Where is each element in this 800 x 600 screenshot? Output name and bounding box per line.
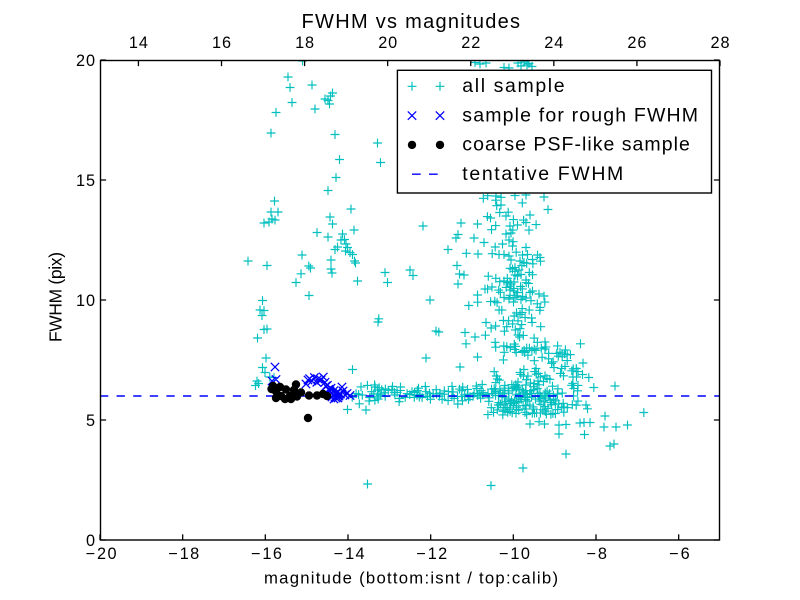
svg-text:tentative FWHM: tentative FWHM xyxy=(462,163,623,185)
svg-text:FWHM vs magnitudes: FWHM vs magnitudes xyxy=(302,11,521,33)
svg-text:24: 24 xyxy=(544,34,563,52)
svg-text:28: 28 xyxy=(711,34,730,52)
svg-text:−: − xyxy=(333,545,343,563)
svg-text:8: 8 xyxy=(598,545,607,563)
svg-text:5: 5 xyxy=(86,412,95,430)
svg-text:magnitude (bottom:isnt / top:c: magnitude (bottom:isnt / top:calib) xyxy=(264,568,558,587)
svg-text:−: − xyxy=(669,545,679,563)
svg-text:−: − xyxy=(168,545,178,563)
svg-text:22: 22 xyxy=(461,34,480,52)
svg-text:18: 18 xyxy=(295,34,314,52)
svg-text:12: 12 xyxy=(428,545,448,563)
svg-text:FWHM (pix): FWHM (pix) xyxy=(46,252,66,342)
svg-text:20: 20 xyxy=(378,34,397,52)
svg-text:0: 0 xyxy=(86,532,95,550)
svg-text:sample for rough FWHM: sample for rough FWHM xyxy=(462,104,698,126)
svg-text:16: 16 xyxy=(212,34,231,52)
svg-text:10: 10 xyxy=(510,545,530,563)
svg-text:26: 26 xyxy=(627,34,646,52)
svg-text:14: 14 xyxy=(345,545,365,563)
svg-text:18: 18 xyxy=(180,545,200,563)
svg-text:all sample: all sample xyxy=(462,75,564,97)
svg-text:6: 6 xyxy=(681,545,690,563)
svg-text:−: − xyxy=(85,545,95,563)
svg-text:14: 14 xyxy=(129,34,148,52)
svg-text:−: − xyxy=(586,545,596,563)
svg-text:coarse PSF-like sample: coarse PSF-like sample xyxy=(462,134,690,156)
svg-text:10: 10 xyxy=(76,292,95,310)
svg-text:15: 15 xyxy=(76,172,95,190)
svg-text:−: − xyxy=(251,545,261,563)
svg-text:20: 20 xyxy=(97,545,117,563)
svg-text:−: − xyxy=(416,545,426,563)
svg-text:20: 20 xyxy=(76,52,95,70)
svg-text:−: − xyxy=(499,545,509,563)
svg-text:16: 16 xyxy=(262,545,282,563)
